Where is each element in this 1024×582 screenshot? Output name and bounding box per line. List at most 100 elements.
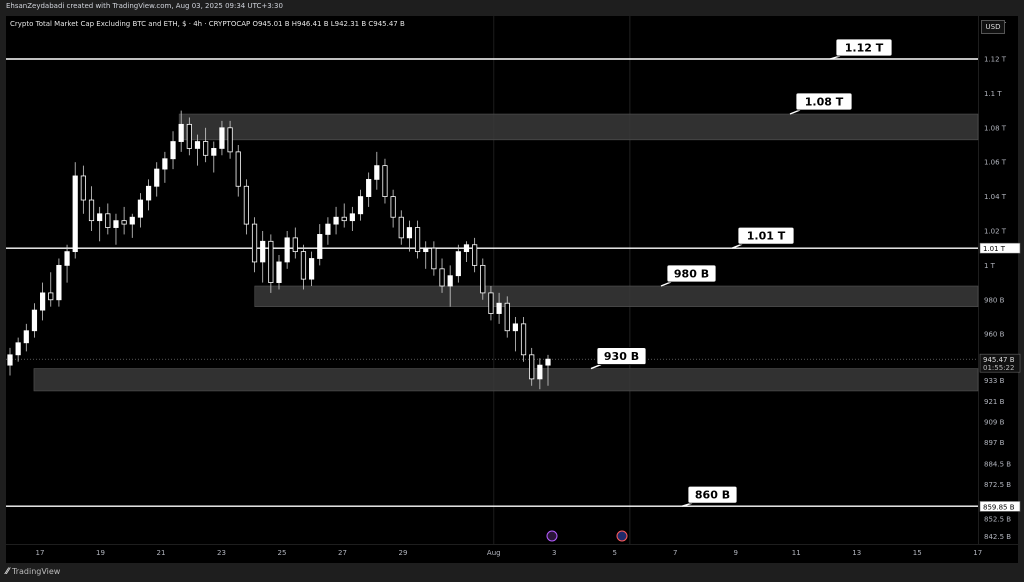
candle-31	[260, 230, 266, 283]
candle-body	[121, 220, 127, 225]
candle-body	[545, 358, 551, 366]
candle-26	[219, 120, 225, 156]
dividend-event-icon	[546, 530, 558, 542]
candle-33	[276, 255, 282, 290]
price-badge-2	[979, 501, 1021, 512]
symbol-title: Crypto Total Market Cap Excluding BTC an…	[10, 20, 405, 28]
candle-body	[374, 165, 380, 180]
candle-30	[251, 217, 258, 273]
candle-32	[268, 234, 274, 293]
x-tick-label-9: 5	[613, 549, 617, 557]
candle-28	[235, 144, 241, 197]
candle-63	[520, 316, 527, 362]
candle-body	[72, 175, 78, 253]
candle-body	[97, 213, 103, 222]
y-tick-label-4: 1.06 T	[984, 159, 1007, 167]
candle-body	[48, 292, 54, 301]
candle-body	[325, 223, 331, 235]
candle-15	[129, 213, 135, 238]
x-tick-label-7: Aug	[487, 549, 501, 557]
candle-17	[145, 179, 152, 211]
candle-body	[292, 237, 298, 253]
candle-57	[472, 237, 478, 273]
candle-22	[186, 117, 192, 156]
candle-54	[447, 265, 453, 307]
candle-body	[211, 148, 217, 156]
y-tick-label-7: 1 T	[984, 262, 996, 270]
time-axis-pane	[6, 545, 1018, 563]
callout-930b-label: 930 B	[604, 350, 639, 363]
y-tick-label-16: 852.5 B	[984, 516, 1011, 524]
candle-5	[48, 272, 54, 307]
y-tick-label-17: 842.5 B	[984, 533, 1011, 541]
candle-body	[357, 196, 364, 215]
callout-980b-label: 980 B	[674, 268, 709, 281]
candle-42	[349, 206, 355, 231]
price-badge-label-2: 859.85 B	[983, 503, 1015, 511]
candle-48	[398, 210, 404, 245]
candle-2	[23, 323, 29, 352]
candle-0	[7, 347, 13, 376]
candle-body	[7, 354, 13, 366]
y-tick-label-11: 921 B	[984, 398, 1005, 406]
y-tick-label-14: 884.5 B	[984, 461, 1011, 469]
price-badge-countdown: 01:55:22	[983, 364, 1014, 372]
candle-53	[439, 258, 445, 293]
candle-27	[227, 120, 233, 159]
candle-25	[211, 141, 217, 173]
candle-body	[309, 258, 315, 280]
candle-body	[341, 216, 347, 222]
x-tick-label-4: 25	[278, 549, 287, 557]
candle-body	[260, 240, 266, 263]
candle-body	[284, 237, 290, 263]
candle-4	[40, 282, 46, 321]
callout-1-08t-box	[795, 92, 853, 111]
candle-10	[88, 186, 95, 231]
currency-button[interactable]: USD	[981, 20, 1005, 34]
x-tick-label-10: 7	[673, 549, 677, 557]
callout-1-08t-pointer	[789, 109, 801, 115]
candle-body	[472, 244, 478, 266]
candle-body	[31, 309, 38, 332]
x-tick-label-13: 13	[852, 549, 861, 557]
candle-body	[414, 227, 421, 253]
candle-body	[194, 141, 201, 149]
tradingview-logo-icon: ⁄⁄	[6, 567, 10, 577]
candle-14	[121, 206, 127, 235]
candle-40	[333, 206, 339, 235]
candle-body	[529, 354, 535, 380]
callout-1-01t-box	[737, 226, 795, 245]
candle-41	[341, 203, 347, 228]
y-tick-label-9: 960 B	[984, 331, 1005, 339]
candle-7	[64, 244, 70, 283]
candle-45	[374, 151, 380, 190]
callout-860b-box	[687, 485, 738, 504]
candle-58	[480, 258, 486, 300]
y-tick-label-15: 872.5 B	[984, 481, 1011, 489]
candle-body	[276, 261, 282, 283]
price-badge-0	[979, 242, 1021, 254]
candle-body	[496, 302, 502, 314]
candle-body	[56, 264, 62, 301]
candle-59	[488, 286, 494, 321]
x-tick-label-2: 21	[157, 549, 166, 557]
candle-body	[15, 342, 21, 356]
candle-1	[15, 337, 21, 362]
callout-1-12t-pointer	[829, 55, 841, 60]
candle-body	[80, 175, 86, 201]
candle-13	[113, 213, 119, 245]
x-tick-label-8: 3	[552, 549, 556, 557]
candle-body	[463, 244, 470, 253]
candle-body	[537, 364, 543, 380]
candle-body	[447, 275, 453, 287]
candle-body	[178, 123, 184, 142]
candle-19	[162, 151, 168, 183]
callout-1-01t-label: 1.01 T	[747, 230, 786, 243]
candle-body	[64, 251, 70, 266]
y-tick-label-8: 980 B	[984, 296, 1005, 304]
price-badge-label-0: 1.01 T	[983, 245, 1006, 253]
candle-60	[496, 292, 502, 324]
candle-body	[406, 227, 413, 239]
